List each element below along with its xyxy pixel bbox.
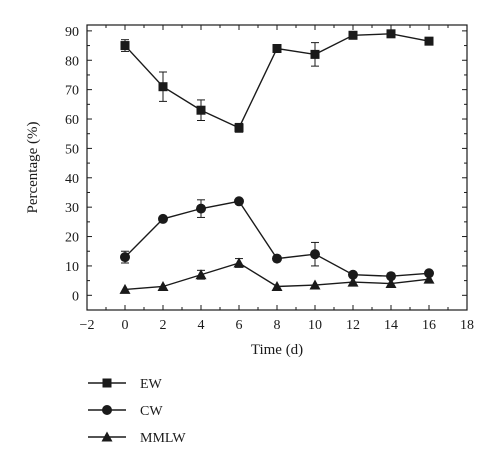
series-mmlw	[119, 257, 435, 294]
data-point	[386, 29, 396, 39]
data-point	[196, 105, 206, 115]
data-point	[348, 30, 358, 40]
x-tick-label: −2	[80, 318, 95, 333]
data-point	[158, 82, 168, 92]
data-point	[196, 203, 206, 214]
x-tick-label: 2	[160, 318, 167, 333]
y-tick-label: 80	[65, 54, 79, 69]
data-point	[310, 249, 320, 260]
legend-marker	[102, 405, 112, 415]
x-tick-label: 10	[308, 318, 322, 333]
x-tick-label: 16	[422, 318, 436, 333]
data-point	[195, 269, 207, 280]
data-point	[157, 280, 169, 291]
y-tick-label: 40	[65, 172, 79, 187]
y-tick-label: 0	[72, 289, 79, 304]
legend-label: MMLW	[140, 431, 186, 446]
data-point	[234, 196, 244, 207]
data-point	[310, 49, 320, 59]
data-point	[272, 44, 282, 54]
data-point	[234, 123, 244, 133]
legend-label: CW	[140, 404, 163, 419]
y-tick-label: 10	[65, 260, 79, 275]
x-tick-label: 8	[274, 318, 281, 333]
x-tick-label: 12	[346, 318, 360, 333]
data-point	[309, 279, 321, 290]
data-point	[120, 252, 130, 263]
data-point	[272, 253, 282, 264]
data-point	[424, 268, 434, 279]
data-point	[348, 269, 358, 280]
legend-marker	[101, 431, 113, 442]
data-point	[120, 41, 130, 51]
data-point	[233, 257, 245, 268]
legend-label: EW	[140, 377, 163, 392]
series-ew	[120, 29, 434, 133]
plot-frame	[86, 24, 468, 311]
data-point	[386, 271, 396, 282]
y-tick-label: 20	[65, 231, 79, 246]
legend: EW CW MMLW	[88, 377, 186, 446]
data-point	[385, 278, 397, 289]
y-axis-label: Percentage (%)	[25, 121, 41, 213]
series-line	[124, 200, 430, 277]
data-point	[423, 273, 435, 284]
data-point	[424, 36, 434, 46]
x-tick-label: 6	[236, 318, 243, 333]
x-axis-label: Time (d)	[251, 342, 303, 358]
data-point	[158, 213, 168, 224]
x-tick-label: 4	[198, 318, 205, 333]
y-tick-label: 50	[65, 142, 79, 157]
data-point	[347, 276, 359, 287]
y-tick-label: 70	[65, 84, 79, 99]
y-tick-label: 60	[65, 113, 79, 128]
legend-marker	[102, 378, 112, 388]
data-point	[119, 283, 131, 294]
data-point	[271, 280, 283, 291]
y-tick-label: 90	[65, 25, 79, 40]
x-tick-label: 0	[122, 318, 129, 333]
x-tick-label: 18	[460, 318, 474, 333]
y-tick-label: 30	[65, 201, 79, 216]
series-cw	[120, 196, 434, 282]
x-tick-label: 14	[384, 318, 398, 333]
